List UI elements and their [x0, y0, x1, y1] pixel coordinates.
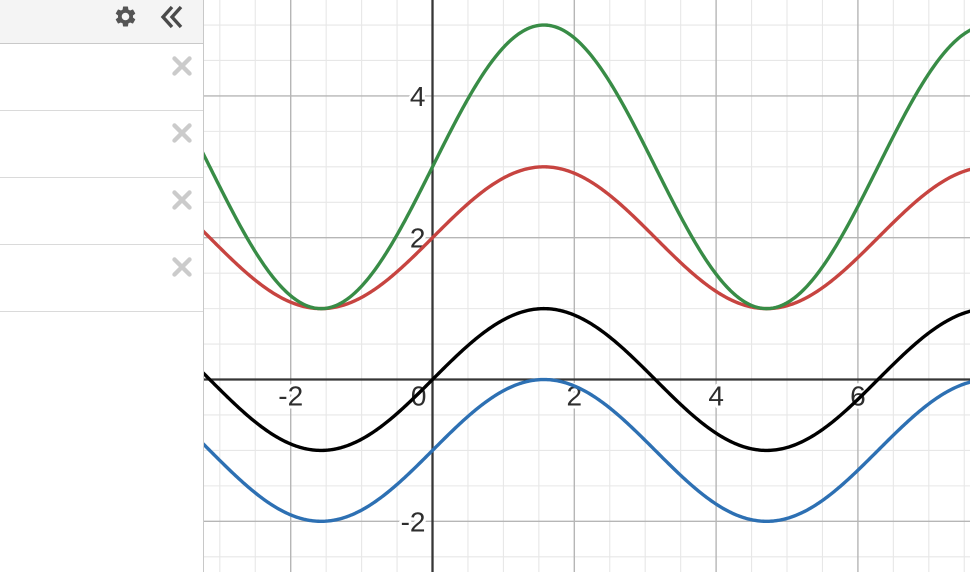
sidebar-header [0, 0, 203, 44]
origin-label: 0 [411, 381, 427, 412]
expression-list [0, 44, 203, 572]
expression-sidebar [0, 0, 204, 572]
grid-minor-lines [204, 0, 970, 572]
graph-pane[interactable]: -2 2 4 6 4 2 -2 0 [204, 0, 970, 572]
x-axis-tick-label: 4 [708, 381, 724, 412]
collapse-sidebar-button[interactable] [160, 4, 184, 30]
x-axis-tick-label: -2 [278, 381, 303, 412]
x-close-icon [170, 190, 194, 215]
delete-expression-button[interactable] [170, 188, 194, 212]
y-axis-tick-label: -2 [401, 506, 426, 537]
curves [204, 23, 970, 524]
expression-row[interactable] [0, 44, 203, 111]
settings-gear-button[interactable] [113, 4, 138, 29]
double-chevron-left-icon [160, 4, 184, 30]
delete-expression-button[interactable] [170, 255, 194, 279]
sine-curve-blue[interactable] [204, 377, 970, 524]
gear-icon [113, 4, 138, 29]
delete-expression-button[interactable] [170, 54, 194, 78]
sine-curve-green[interactable] [204, 23, 970, 311]
delete-expression-button[interactable] [170, 121, 194, 145]
x-close-icon [170, 257, 194, 282]
x-close-icon [170, 56, 194, 81]
expression-row[interactable] [0, 178, 203, 245]
x-close-icon [170, 123, 194, 148]
y-axis-tick-label: 4 [410, 81, 426, 112]
axes [204, 0, 970, 572]
expression-row[interactable] [0, 111, 203, 178]
expression-row[interactable] [0, 245, 203, 312]
sine-curve-black[interactable] [204, 306, 970, 453]
graph-canvas[interactable]: -2 2 4 642-20 [204, 0, 970, 572]
